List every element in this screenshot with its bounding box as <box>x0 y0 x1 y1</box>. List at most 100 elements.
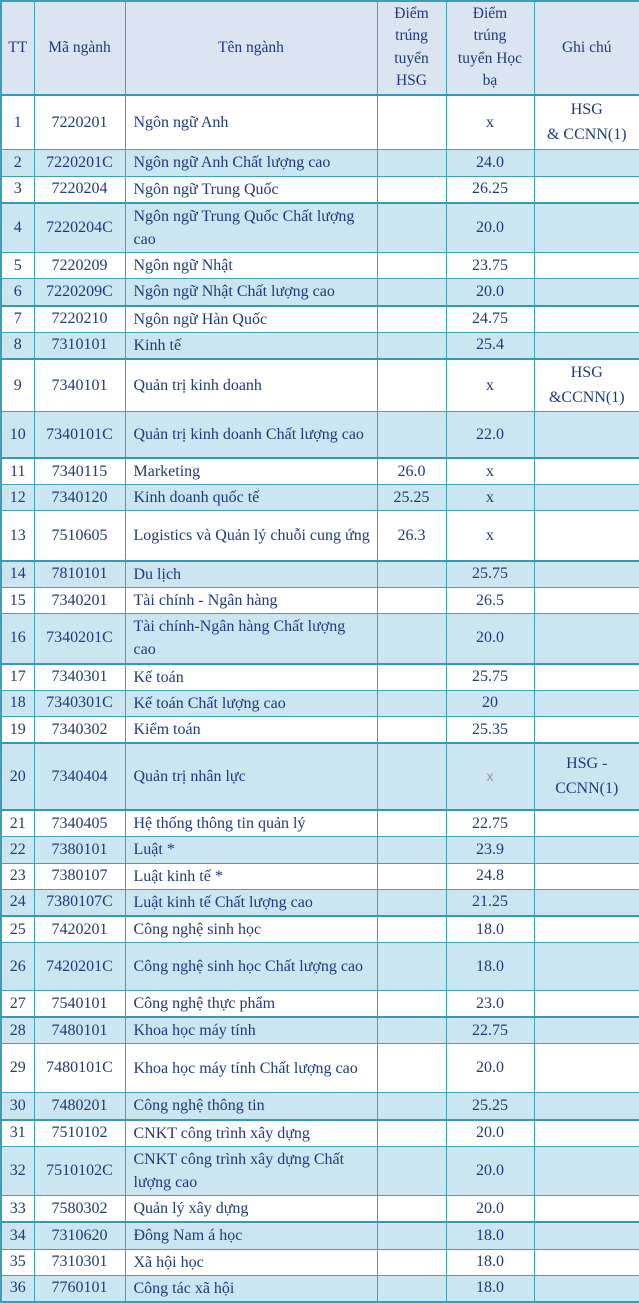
transcript-score-cell: 25.75 <box>445 662 535 691</box>
table-row: 16 7340201C Tài chính-Ngân hàng Chất lượng… <box>0 613 639 665</box>
major-code-cell: 7340115 <box>33 456 126 486</box>
hsg-score-cell <box>376 1195 447 1223</box>
table-row: 6 7220209C Ngôn ngữ Nhật Chất lượng cao 20.… <box>0 278 639 306</box>
hsg-score-cell <box>376 862 447 890</box>
note-cell <box>533 888 639 917</box>
note-cell <box>533 613 639 665</box>
hsg-score-cell <box>376 175 447 204</box>
major-name-cell: Ngôn ngữ Anh <box>124 93 378 151</box>
note-cell <box>533 175 639 204</box>
table-row: 13 7510605 Logistics và Quản lý chuỗi cung… <box>0 510 639 562</box>
table-row: 35 7310301 Xã hội học 18.0 <box>0 1248 639 1276</box>
row-index-cell: 2 <box>0 149 35 177</box>
major-name-cell: Kinh doanh quốc tế <box>124 484 378 512</box>
table-row: 9 7340101 Quản trị kinh doanh x HSG &CCNN(1) <box>0 357 639 413</box>
transcript-score-cell: x <box>445 510 535 562</box>
major-name-cell: Công nghệ thực phẩm <box>124 990 378 1018</box>
transcript-score-cell: x <box>445 357 535 413</box>
row-index-cell: 29 <box>0 1043 35 1094</box>
hsg-score-cell <box>376 93 447 151</box>
note-cell <box>533 331 639 360</box>
table-row: 22 7380101 Luật * 23.9 <box>0 836 639 864</box>
major-name-cell: Quản trị nhân lực <box>124 742 378 811</box>
major-code-cell: 7310101 <box>33 331 126 360</box>
major-name-cell: Ngôn ngữ Trung Quốc <box>124 175 378 204</box>
transcript-score-cell: 18.0 <box>445 1221 535 1250</box>
note-cell: HSG &CCNN(1) <box>533 357 639 413</box>
note-cell <box>533 836 639 864</box>
table-row: 32 7510102C CNKT công trình xây dựng Chất … <box>0 1145 639 1197</box>
note-cell <box>533 942 639 992</box>
transcript-score-cell: 24.0 <box>445 149 535 177</box>
note-cell <box>533 914 639 944</box>
row-index-cell: 21 <box>0 809 35 838</box>
major-name-cell: Ngôn ngữ Anh Chất lượng cao <box>124 149 378 177</box>
transcript-score-cell: 22.75 <box>445 809 535 838</box>
table-row: 11 7340115 Marketing 26.0 x <box>0 456 639 486</box>
transcript-score-cell: x <box>445 456 535 486</box>
col-header-transcript-score: Điểm trúng tuyển Học bạ <box>445 0 535 96</box>
major-code-cell: 7220201C <box>33 149 126 177</box>
major-name-cell: Công nghệ sinh học <box>124 914 378 944</box>
note-cell <box>533 809 639 838</box>
note-cell <box>533 990 639 1018</box>
header-row: TT Mã ngành Tên ngành Điểm trúng tuyển H… <box>0 0 639 96</box>
row-index-cell: 34 <box>0 1221 35 1250</box>
hsg-score-cell <box>376 1043 447 1094</box>
transcript-score-cell: 18.0 <box>445 1248 535 1276</box>
major-code-cell: 7340201C <box>33 613 126 665</box>
major-code-cell: 7510102 <box>33 1118 126 1147</box>
major-code-cell: 7380107C <box>33 888 126 917</box>
major-code-cell: 7340120 <box>33 484 126 512</box>
note-cell <box>533 1016 639 1045</box>
transcript-score-cell: x <box>445 742 535 811</box>
major-name-cell: Quản trị kinh doanh Chất lượng cao <box>124 411 378 459</box>
note-cell: HSG - CCNN(1) <box>533 742 639 811</box>
hsg-score-cell <box>376 990 447 1018</box>
table-row: 26 7420201C Công nghệ sinh học Chất lượng … <box>0 942 639 992</box>
major-code-cell: 7220209 <box>33 252 126 280</box>
hsg-score-cell <box>376 149 447 177</box>
major-name-cell: Luật kinh tế * <box>124 862 378 890</box>
note-cell <box>533 278 639 306</box>
major-code-cell: 7220201 <box>33 93 126 151</box>
row-index-cell: 13 <box>0 510 35 562</box>
hsg-score-cell <box>376 201 447 254</box>
major-code-cell: 7220204 <box>33 175 126 204</box>
major-code-cell: 7540101 <box>33 990 126 1018</box>
note-cell <box>533 715 639 744</box>
transcript-score-cell: 25.75 <box>445 559 535 589</box>
row-index-cell: 17 <box>0 662 35 691</box>
major-name-cell: Công nghệ sinh học Chất lượng cao <box>124 942 378 992</box>
major-code-cell: 7340101 <box>33 357 126 413</box>
row-index-cell: 35 <box>0 1248 35 1276</box>
transcript-score-cell: 22.0 <box>445 411 535 459</box>
hsg-score-cell <box>376 411 447 459</box>
hsg-score-cell <box>376 304 447 333</box>
table-row: 2 7220201C Ngôn ngữ Anh Chất lượng cao 24.0 <box>0 149 639 177</box>
transcript-score-cell: 23.9 <box>445 836 535 864</box>
row-index-cell: 31 <box>0 1118 35 1147</box>
note-cell <box>533 862 639 890</box>
major-name-cell: Marketing <box>124 456 378 486</box>
col-header-major-name: Tên ngành <box>124 0 378 96</box>
row-index-cell: 4 <box>0 201 35 254</box>
hsg-score-cell <box>376 1092 447 1121</box>
major-name-cell: Xã hội học <box>124 1248 378 1276</box>
hsg-score-cell <box>376 809 447 838</box>
major-name-cell: CNKT công trình xây dựng Chất lượng cao <box>124 1145 378 1197</box>
major-code-cell: 7220204C <box>33 201 126 254</box>
major-name-cell: Tài chính - Ngân hàng <box>124 587 378 615</box>
row-index-cell: 19 <box>0 715 35 744</box>
row-index-cell: 28 <box>0 1016 35 1045</box>
table-row: 10 7340101C Quản trị kinh doanh Chất lượng… <box>0 411 639 459</box>
transcript-score-cell: x <box>445 93 535 151</box>
hsg-score-cell <box>376 1118 447 1147</box>
hsg-score-cell <box>376 742 447 811</box>
table-row: 27 7540101 Công nghệ thực phẩm 23.0 <box>0 990 639 1018</box>
note-cell <box>533 587 639 615</box>
row-index-cell: 1 <box>0 93 35 151</box>
note-cell <box>533 1195 639 1223</box>
table-row: 33 7580302 Quản lý xây dựng 20.0 <box>0 1195 639 1223</box>
table-body: 1 7220201 Ngôn ngữ Anh x HSG & CCNN(1) 2 72202… <box>0 93 639 1303</box>
